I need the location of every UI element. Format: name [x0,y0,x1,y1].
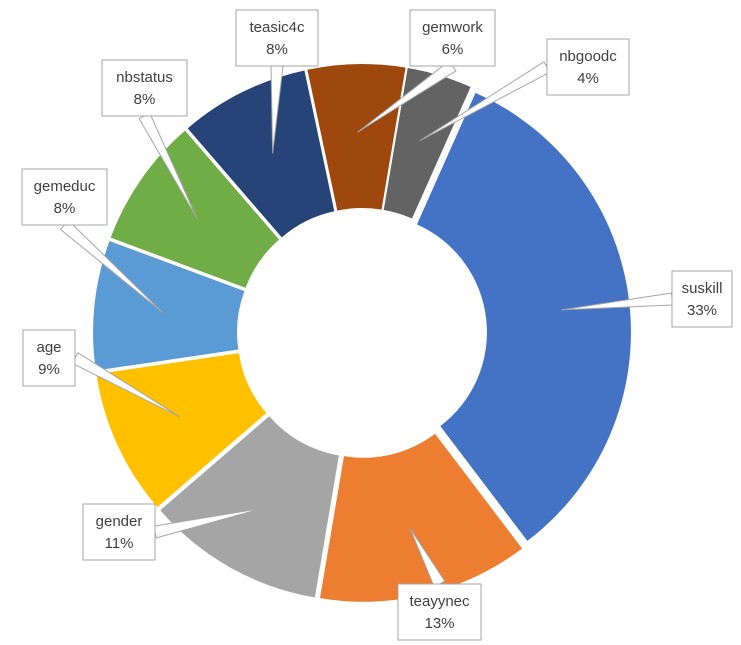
slice-gemeduc [93,240,245,371]
category-name-label: teayynec [409,593,470,610]
slice-nbgoodc [383,67,471,219]
category-name-label: nbgoodc [559,48,617,65]
slice-nbstatus [110,130,280,288]
percent-value-label: 33% [687,302,717,319]
slice-teasic4c [187,70,335,238]
category-name-label: nbstatus [116,69,173,86]
category-name-label: age [36,339,61,356]
category-name-label: teasic4c [249,19,305,36]
percent-value-label: 13% [424,615,454,632]
data-label-gemwork: gemwork 6% [409,9,496,67]
category-name-label: gemwork [422,19,483,36]
slice-teayynec [319,433,523,602]
data-label-nbgoodc: nbgoodc 4% [546,38,630,96]
data-label-box [409,9,496,67]
percent-value-label: 9% [38,361,60,378]
category-name-label: suskill [682,280,723,297]
data-label-box [546,38,630,96]
percent-value-label: 8% [266,41,288,58]
data-label-suskill: suskill 33% [671,270,733,328]
data-label-box [397,583,482,641]
data-label-box [235,9,319,67]
category-name-label: gemeduc [34,178,96,195]
data-label-teayynec: teayynec 13% [397,583,482,641]
slice-suskill [416,92,631,541]
percent-value-label: 4% [577,70,599,87]
percent-value-label: 8% [134,91,156,108]
slice-gemwork [307,64,406,211]
data-label-gemeduc: gemeduc 8% [21,168,108,226]
slice-gender [160,416,339,598]
data-label-age: age 9% [22,329,76,387]
data-label-nbstatus: nbstatus 8% [101,59,188,117]
data-labels-layer: suskill 33% teayynec 13% gender 11% age 9% gemed… [21,9,733,641]
data-label-teasic4c: teasic4c 8% [235,9,319,67]
percent-value-label: 8% [54,200,76,217]
percent-value-label: 6% [442,41,464,58]
slices-layer [93,64,631,602]
data-label-box [671,270,733,328]
data-label-box [101,59,188,117]
percent-value-label: 11% [105,535,134,552]
data-label-box [21,168,108,226]
data-label-gender: gender 11% [82,503,156,561]
data-label-box [22,329,76,387]
leader-lines-layer [60,60,674,588]
category-name-label: gender [96,513,143,530]
data-label-box [82,503,156,561]
